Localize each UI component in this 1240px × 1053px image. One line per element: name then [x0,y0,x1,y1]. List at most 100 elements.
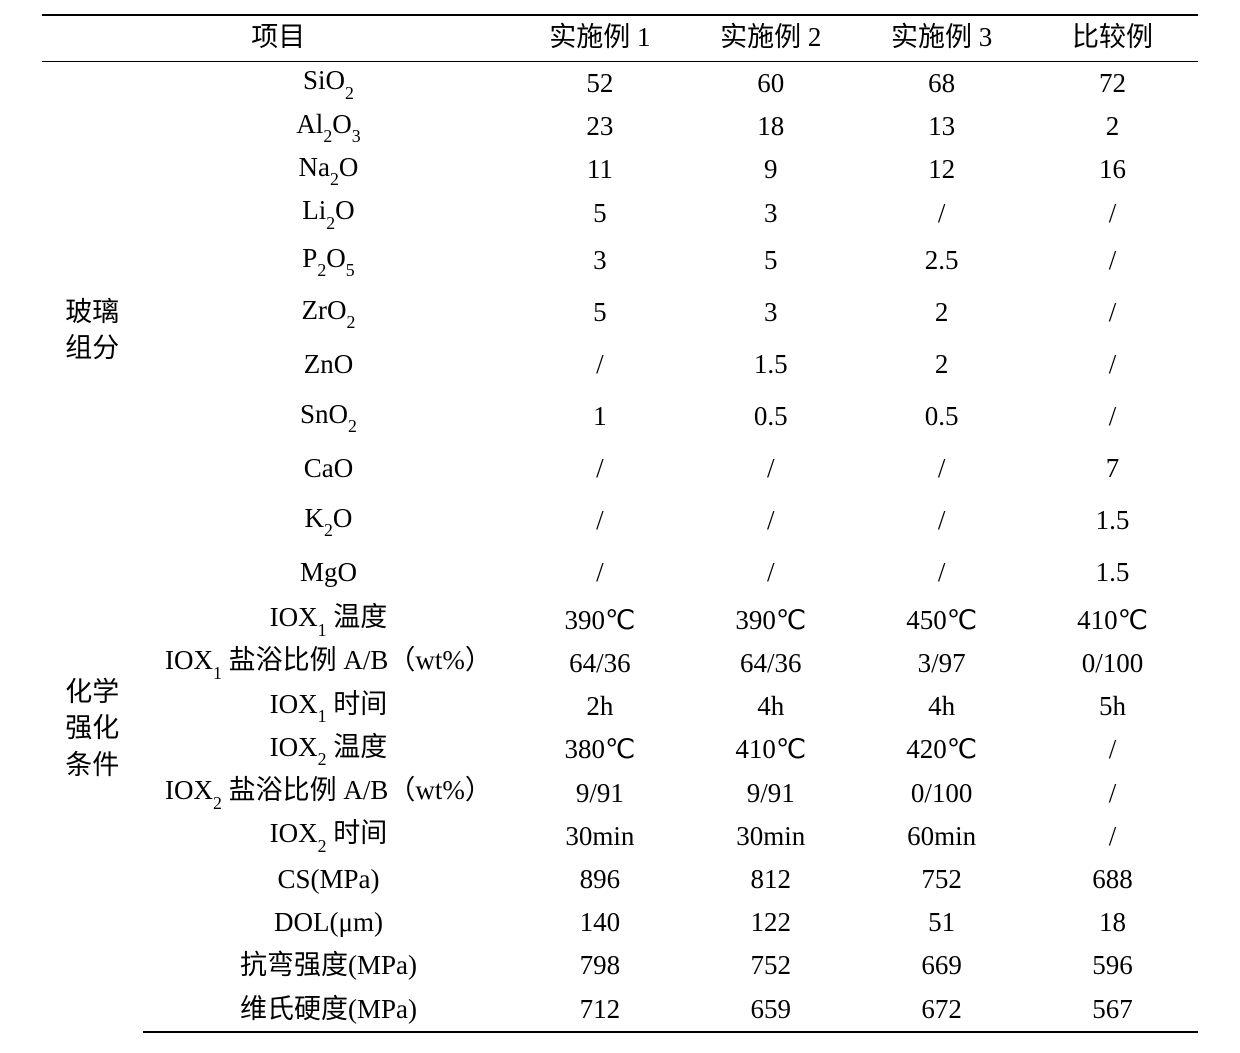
table-header-row: 项目 实施例 1 实施例 2 实施例 3 比较例 [42,15,1198,62]
cell-value: 688 [1027,858,1198,901]
cell-value: 798 [514,944,685,987]
cell-value: 5h [1027,685,1198,728]
row-param: IOX2 温度 [143,728,515,771]
cell-value: 60 [685,62,856,106]
cell-value: 3/97 [856,642,1027,685]
table-row: DOL(μm)1401225118 [42,901,1198,944]
row-param: CaO [143,443,515,495]
row-group-label [42,858,143,1032]
cell-value: 68 [856,62,1027,106]
cell-value: 596 [1027,944,1198,987]
row-param: Na2O [143,148,515,191]
cell-value: 4h [856,685,1027,728]
cell-value: 9/91 [685,772,856,815]
cell-value: 4h [685,685,856,728]
cell-value: 2 [856,339,1027,391]
cell-value: / [514,339,685,391]
row-param: IOX2 时间 [143,815,515,858]
col-header-example3: 实施例 3 [856,15,1027,62]
cell-value: 122 [685,901,856,944]
cell-value: 896 [514,858,685,901]
cell-value: 2.5 [856,235,1027,287]
cell-value: / [856,547,1027,599]
cell-value: 410℃ [685,728,856,771]
row-group-label: 玻璃组分 [42,62,143,599]
cell-value: / [1027,192,1198,235]
col-header-example2: 实施例 2 [685,15,856,62]
table-row: SnO210.50.5/ [42,391,1198,443]
cell-value: 669 [856,944,1027,987]
cell-value: / [856,443,1027,495]
cell-value: / [1027,391,1198,443]
row-param: ZrO2 [143,287,515,339]
cell-value: 30min [685,815,856,858]
cell-value: 390℃ [514,599,685,642]
row-param: K2O [143,495,515,547]
table-row: CS(MPa)896812752688 [42,858,1198,901]
cell-value: 9 [685,148,856,191]
cell-value: 2 [1027,105,1198,148]
row-param: Li2O [143,192,515,235]
row-param: CS(MPa) [143,858,515,901]
cell-value: 18 [685,105,856,148]
cell-value: 380℃ [514,728,685,771]
table-row: IOX2 温度380℃410℃420℃/ [42,728,1198,771]
cell-value: 9/91 [514,772,685,815]
row-param: P2O5 [143,235,515,287]
row-param: ZnO [143,339,515,391]
cell-value: 5 [514,192,685,235]
cell-value: 12 [856,148,1027,191]
cell-value: / [685,443,856,495]
row-param: IOX2 盐浴比例 A/B（wt%） [143,772,515,815]
cell-value: 16 [1027,148,1198,191]
table-row: 抗弯强度(MPa)798752669596 [42,944,1198,987]
cell-value: / [1027,815,1198,858]
row-group-label: 化学强化条件 [42,599,143,858]
cell-value: 2 [856,287,1027,339]
cell-value: / [514,495,685,547]
table-row: IOX1 盐浴比例 A/B（wt%）64/3664/363/970/100 [42,642,1198,685]
table-row: 化学强化条件IOX1 温度390℃390℃450℃410℃ [42,599,1198,642]
cell-value: 1.5 [685,339,856,391]
row-param: SiO2 [143,62,515,106]
cell-value: / [856,192,1027,235]
table-row: IOX1 时间2h4h4h5h [42,685,1198,728]
cell-value: 51 [856,901,1027,944]
cell-value: 0.5 [685,391,856,443]
cell-value: 30min [514,815,685,858]
cell-value: 18 [1027,901,1198,944]
col-header-compare: 比较例 [1027,15,1198,62]
cell-value: 712 [514,987,685,1031]
cell-value: 390℃ [685,599,856,642]
cell-value: 3 [685,287,856,339]
table-body: 玻璃组分SiO252606872Al2O32318132Na2O1191216L… [42,62,1198,1032]
cell-value: 3 [514,235,685,287]
table-row: MgO///1.5 [42,547,1198,599]
cell-value: / [1027,772,1198,815]
row-param: IOX1 温度 [143,599,515,642]
cell-value: 420℃ [856,728,1027,771]
table-row: Na2O1191216 [42,148,1198,191]
cell-value: / [514,547,685,599]
cell-value: / [1027,339,1198,391]
page-container: 项目 实施例 1 实施例 2 实施例 3 比较例 玻璃组分SiO25260687… [0,0,1240,1053]
col-header-example1: 实施例 1 [514,15,685,62]
table-row: ZnO/1.52/ [42,339,1198,391]
table-row: IOX2 时间30min30min60min/ [42,815,1198,858]
row-param: MgO [143,547,515,599]
cell-value: 0/100 [1027,642,1198,685]
cell-value: 812 [685,858,856,901]
table-row: 玻璃组分SiO252606872 [42,62,1198,106]
table-row: Al2O32318132 [42,105,1198,148]
cell-value: 7 [1027,443,1198,495]
table-row: CaO///7 [42,443,1198,495]
cell-value: / [1027,235,1198,287]
row-param: 维氏硬度(MPa) [143,987,515,1031]
cell-value: 5 [514,287,685,339]
cell-value: 567 [1027,987,1198,1031]
table-row: Li2O53// [42,192,1198,235]
cell-value: 64/36 [514,642,685,685]
table-row: 维氏硬度(MPa)712659672567 [42,987,1198,1031]
table-row: ZrO2532/ [42,287,1198,339]
cell-value: 0/100 [856,772,1027,815]
